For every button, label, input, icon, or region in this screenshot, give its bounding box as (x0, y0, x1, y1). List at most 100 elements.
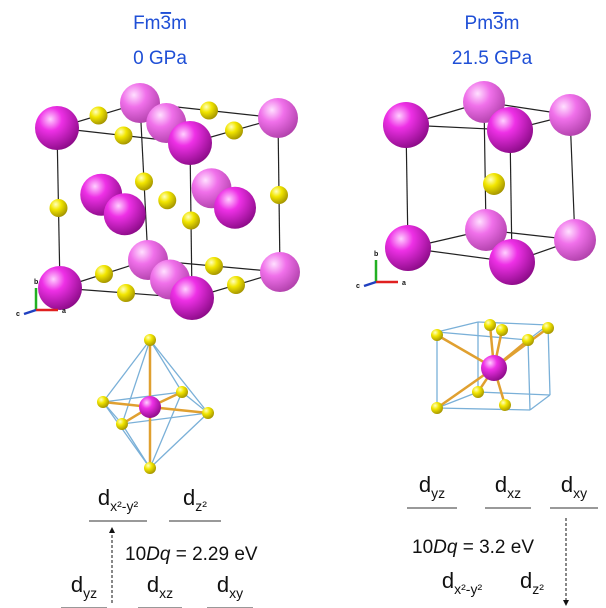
atom (144, 334, 156, 346)
orbital-base: d (71, 572, 83, 597)
orbital-sub: xy (229, 585, 243, 601)
space-group: Fm3m (133, 13, 187, 34)
orbital-sub: yz (83, 585, 97, 601)
atom (214, 187, 256, 229)
atom (496, 324, 508, 336)
atom (202, 407, 214, 419)
polyhedron-edge (530, 395, 550, 410)
space-group-prefix: Pm (465, 13, 494, 34)
atom (200, 102, 218, 120)
orbital-sub: yz (431, 485, 445, 501)
polyhedron-edge (103, 340, 150, 402)
orbital-sub: xz (159, 585, 173, 601)
atom (97, 396, 109, 408)
atom (227, 276, 245, 294)
atom (50, 199, 68, 217)
orbital-base: d (217, 572, 229, 597)
pressure: 0 GPa (133, 48, 187, 69)
orbital-label: dx²-y² (98, 485, 139, 514)
orbital-sub: xz (507, 485, 521, 501)
axis-c (24, 310, 36, 314)
orbital-label: dxy (217, 572, 243, 601)
axis-label: a (402, 280, 406, 287)
splitting-label: 10Dq = 3.2 eV (412, 537, 534, 558)
orbital-base: d (183, 485, 195, 510)
splitting-italic: Dq (146, 544, 171, 565)
atom (549, 94, 591, 136)
splitting-label: 10Dq = 2.29 eV (125, 544, 258, 565)
axis-label: c (16, 311, 20, 318)
orbital-label: dyz (419, 472, 445, 501)
orbital-base: d (147, 572, 159, 597)
atom (431, 402, 443, 414)
polyhedron-edge (122, 424, 150, 468)
atom (270, 186, 288, 204)
orbital-label: dyz (71, 572, 97, 601)
orbital-sub: z² (532, 581, 544, 597)
atom (484, 319, 496, 331)
splitting-suffix: = 3.2 eV (457, 537, 534, 558)
orbital-sub: x²-y² (110, 498, 138, 514)
axis-label: b (34, 279, 38, 286)
atom (499, 399, 511, 411)
space-group: Pm3m (465, 13, 520, 34)
atom (135, 173, 153, 191)
atom (385, 225, 431, 271)
space-group-suffix: m (504, 13, 520, 34)
atom (170, 276, 214, 320)
space-group-bar: 3 (161, 13, 172, 34)
atom (117, 284, 135, 302)
atom (481, 355, 507, 381)
atom (38, 266, 82, 310)
atom (35, 106, 79, 150)
orbital-base: d (442, 568, 454, 593)
polyhedron-edge (528, 340, 530, 410)
polyhedron-edge (150, 340, 182, 392)
orbital-label: dxz (147, 572, 173, 601)
orbital-base: d (520, 568, 532, 593)
atom (487, 107, 533, 153)
orbital-sub: z² (195, 498, 207, 514)
atom (554, 219, 596, 261)
atom (383, 102, 429, 148)
atom (258, 98, 298, 138)
orbital-base: d (561, 472, 573, 497)
splitting-prefix: 10 (412, 537, 433, 558)
atom (431, 329, 443, 341)
space-group-bar: 3 (493, 13, 504, 34)
splitting-italic: Dq (433, 537, 458, 558)
atom (116, 418, 128, 430)
polyhedron-edge (122, 413, 208, 424)
axis-label: a (62, 308, 66, 315)
polyhedron-edge (437, 322, 478, 332)
atom (176, 386, 188, 398)
atom (542, 322, 554, 334)
atom (489, 239, 535, 285)
axis-c (364, 282, 376, 286)
atom (168, 121, 212, 165)
space-group-prefix: Fm (133, 13, 160, 34)
atom (115, 127, 133, 145)
atom (182, 212, 200, 230)
atom (472, 386, 484, 398)
orbital-label: dz² (520, 568, 544, 597)
orbital-sub: x²-y² (454, 581, 482, 597)
atom (158, 191, 176, 209)
axis-label: c (356, 283, 360, 290)
atom (205, 257, 223, 275)
splitting-suffix: = 2.29 eV (170, 544, 257, 565)
polyhedron-edge (150, 413, 208, 468)
pressure: 21.5 GPa (452, 48, 533, 69)
orbital-label: dxz (495, 472, 521, 501)
atom (139, 396, 161, 418)
axis-label: b (374, 251, 378, 258)
splitting-prefix: 10 (125, 544, 146, 565)
orbital-label: dxy (561, 472, 587, 501)
orbital-base: d (419, 472, 431, 497)
orbital-label: dz² (183, 485, 207, 514)
orbital-sub: xy (573, 485, 587, 501)
atom (483, 173, 505, 195)
atom (225, 122, 243, 140)
atom (95, 265, 113, 283)
